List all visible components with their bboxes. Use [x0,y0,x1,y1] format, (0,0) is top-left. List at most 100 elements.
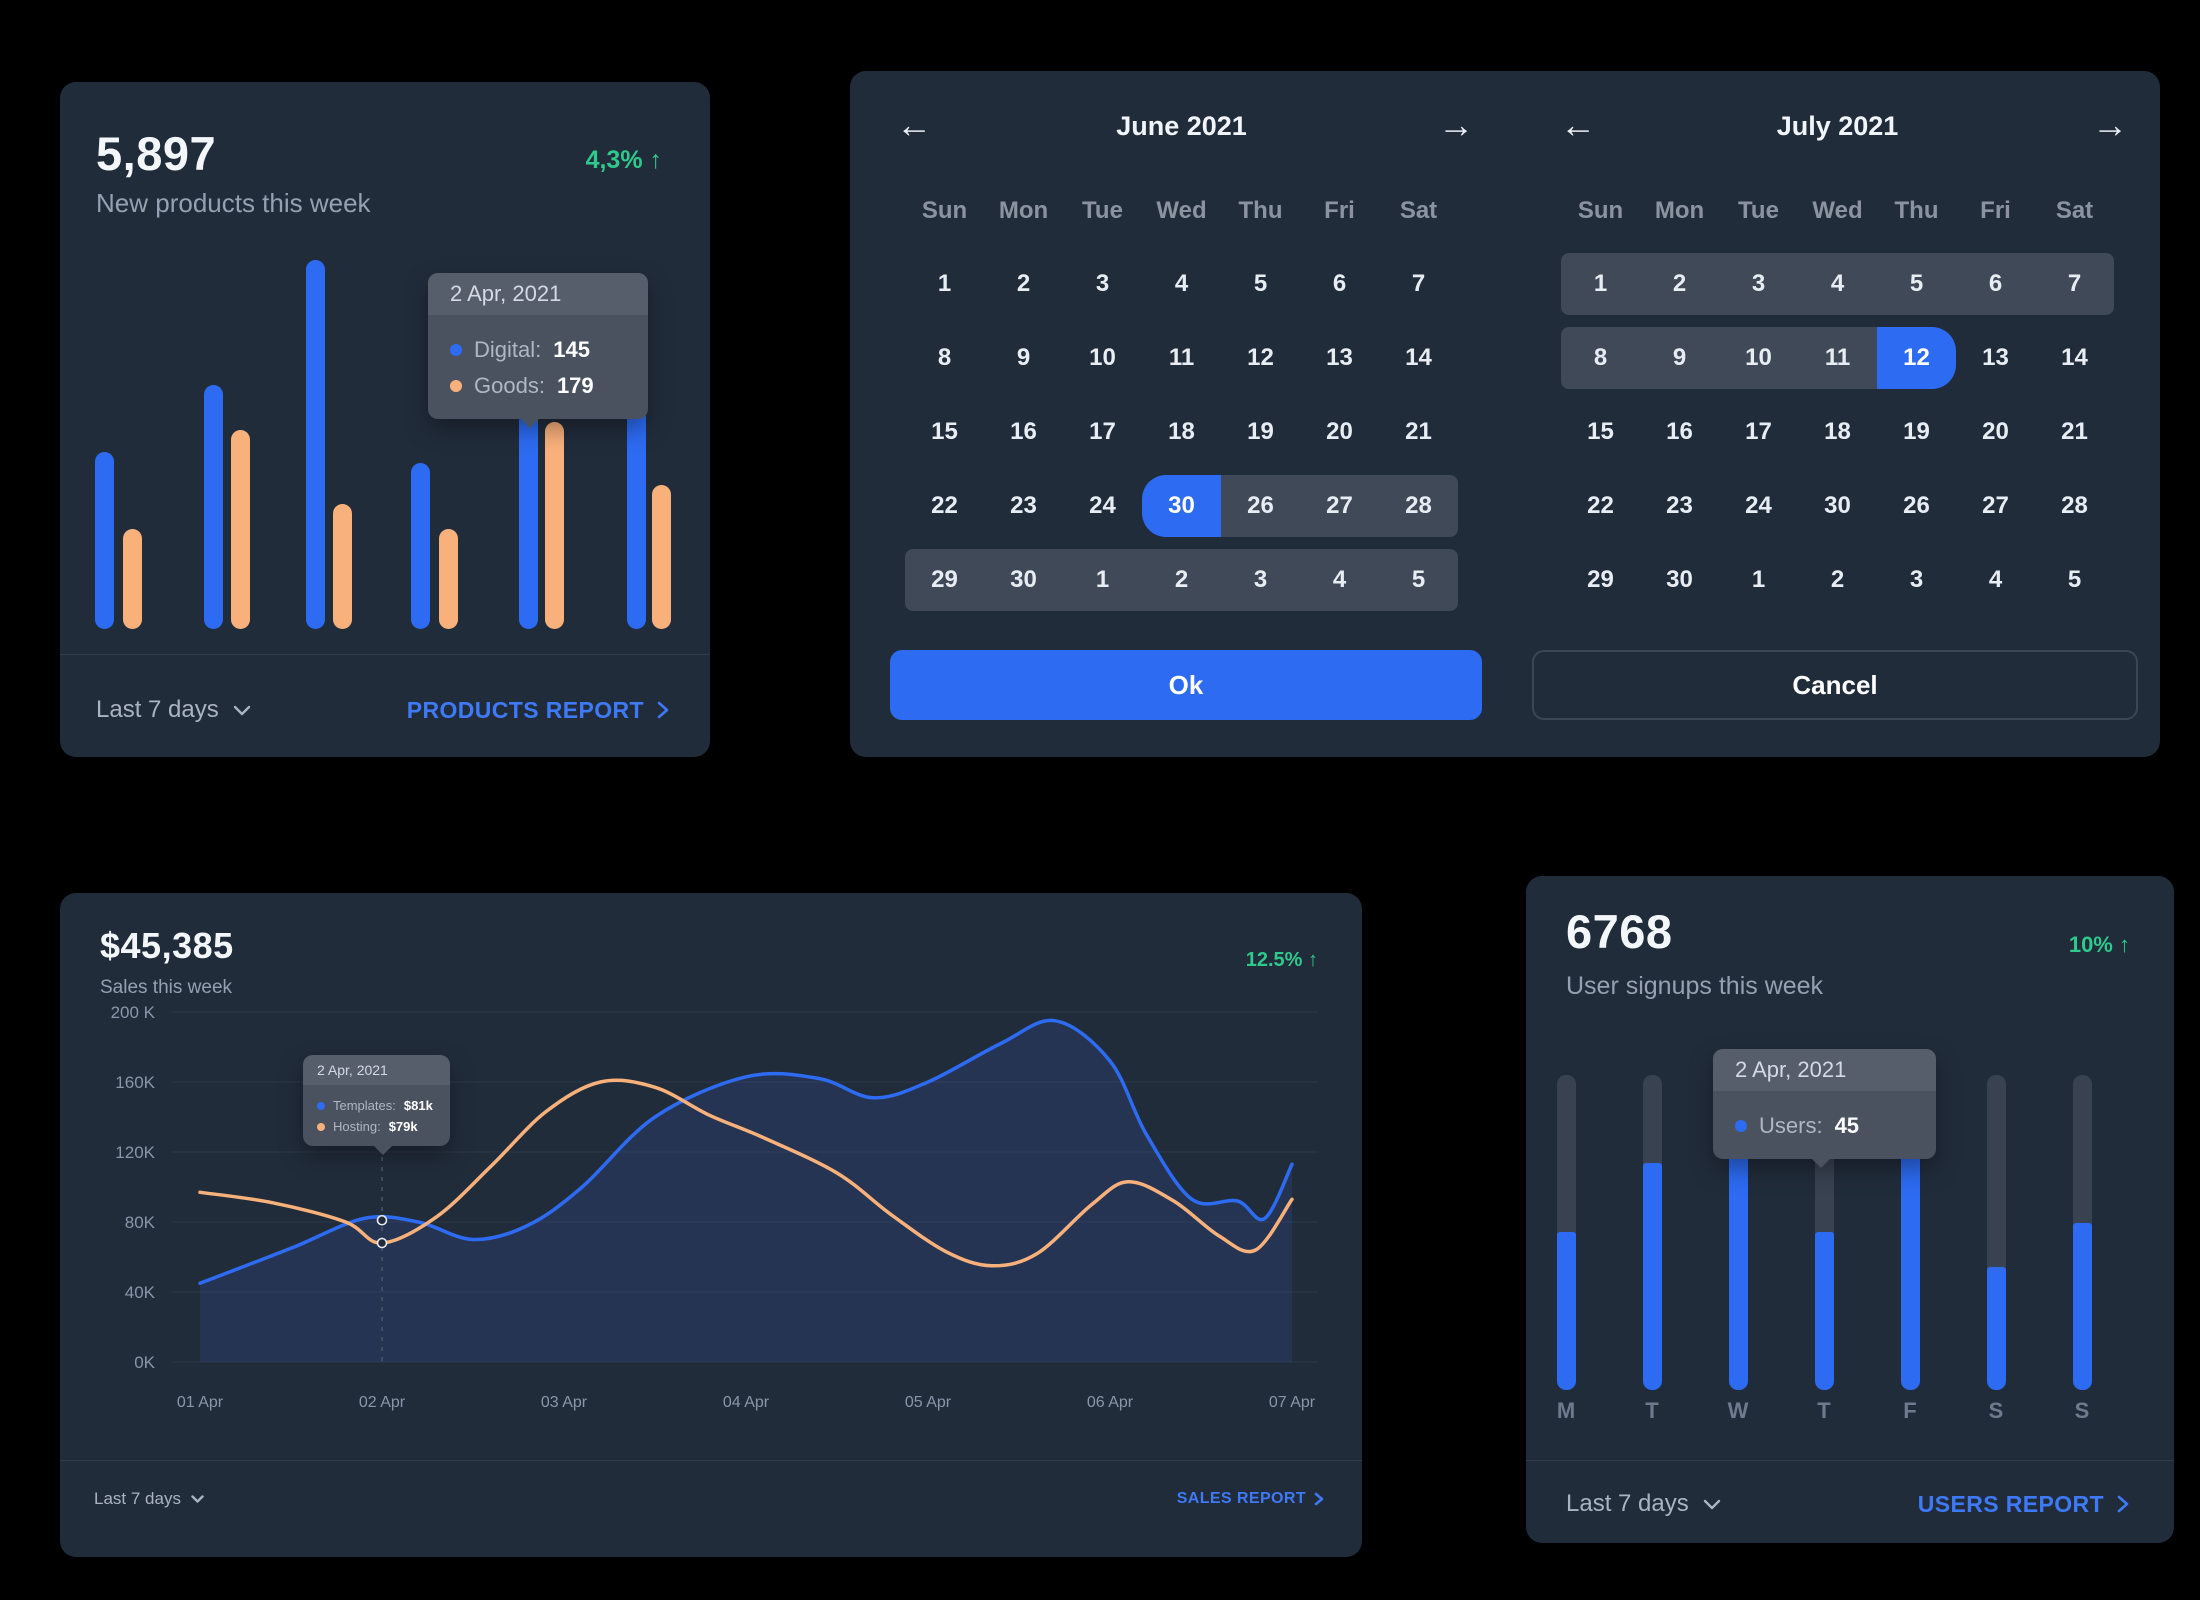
next-month-arrow-icon[interactable]: → [1438,104,1474,145]
calendar-day[interactable]: 5 [1253,270,1268,297]
tooltip-date: 2 Apr, 2021 [428,273,648,315]
tooltip-row: Digital: 145 [450,337,626,363]
divider [60,654,710,655]
calendar-day[interactable]: 23 [1666,492,1693,519]
calendar-day[interactable]: 12 [1877,327,1956,389]
day-label: M [1556,1398,1576,1423]
calendar-day[interactable]: 10 [1719,327,1798,389]
calendar-day[interactable]: 14 [2061,344,2088,371]
calendar-day[interactable]: 26 [1903,492,1930,519]
calendar-day[interactable]: 20 [1982,418,2009,445]
calendar-day[interactable]: 13 [1982,344,2009,371]
calendar-day[interactable]: 2 [1640,253,1719,315]
calendar-day[interactable]: 1 [1751,566,1766,593]
calendar-day[interactable]: 1 [1561,253,1640,315]
prev-month-arrow-icon[interactable]: ← [896,104,932,145]
calendar-day[interactable]: 13 [1326,344,1353,371]
calendar-day[interactable]: 3 [1095,270,1110,297]
calendar-day[interactable]: 29 [1587,566,1614,593]
sales-line-chart: 200 K 160K 120K 80K 40K 0K 01 Apr 02 Apr 03 Apr 0… [111,1003,1318,1411]
users-report-link[interactable]: USERS REPORT [1918,1491,2130,1518]
bar-fill [1987,1267,2006,1390]
calendar-day[interactable]: 26 [1221,475,1300,537]
calendar-day[interactable]: 28 [1379,475,1458,537]
calendar-day[interactable]: 3 [1221,549,1300,611]
calendar-day[interactable]: 16 [1666,418,1693,445]
calendar-day[interactable]: 29 [905,549,984,611]
calendar-day[interactable]: 6 [1332,270,1347,297]
calendar-day[interactable]: 8 [1561,327,1640,389]
ok-button[interactable]: Ok [890,650,1482,720]
calendar-day[interactable]: 30 [1666,566,1693,593]
calendar-day[interactable]: 22 [1587,492,1614,519]
calendar-day[interactable]: 7 [2035,253,2114,315]
calendar-day[interactable]: 4 [1798,253,1877,315]
calendar-day[interactable]: 2 [1016,270,1031,297]
calendar-day[interactable]: 7 [1411,270,1426,297]
calendar-day[interactable]: 11 [1168,344,1195,371]
calendar-day[interactable]: 27 [1300,475,1379,537]
calendar-day[interactable]: 5 [1379,549,1458,611]
calendar-day[interactable]: 18 [1824,418,1851,445]
calendar-day[interactable]: 21 [1405,418,1432,445]
calendar-day[interactable]: 5 [1877,253,1956,315]
calendar-day[interactable]: 27 [1982,492,2009,519]
calendar-day[interactable]: 30 [1824,492,1851,519]
calendar-day[interactable]: 12 [1247,344,1274,371]
calendar-day[interactable]: 5 [2067,566,2082,593]
products-range-dropdown[interactable]: Last 7 days [96,696,251,724]
calendar-day[interactable]: 9 [1016,344,1031,371]
calendar-day[interactable]: 3 [1909,566,1924,593]
calendar-day[interactable]: 3 [1719,253,1798,315]
calendar-day[interactable]: 28 [2061,492,2088,519]
calendar-day[interactable]: 11 [1798,327,1877,389]
cancel-button[interactable]: Cancel [1532,650,2138,720]
sales-report-link[interactable]: SALES REPORT [1177,1490,1324,1508]
calendar-day[interactable]: 20 [1326,418,1353,445]
calendar-day[interactable]: 15 [1587,418,1614,445]
calendar-day[interactable]: 10 [1089,344,1116,371]
calendar-day[interactable]: 1 [1063,549,1142,611]
calendar-day[interactable]: 17 [1089,418,1116,445]
calendar-day[interactable]: 2 [1142,549,1221,611]
calendar-day[interactable]: 18 [1168,418,1195,445]
sales-range-dropdown[interactable]: Last 7 days [94,1489,204,1509]
arrow-up-icon: ↑ [2119,932,2130,957]
calendar-day[interactable]: 24 [1745,492,1772,519]
sales-value: $45,385 [100,925,234,966]
tooltip-pointer-icon [1811,1158,1831,1168]
calendar-day[interactable]: 16 [1010,418,1037,445]
calendar-day[interactable]: 4 [1988,566,2003,593]
calendar-day[interactable]: 19 [1903,418,1930,445]
calendar-day[interactable]: 30 [984,549,1063,611]
products-report-link[interactable]: PRODUCTS REPORT [407,697,670,724]
calendar-day[interactable]: 23 [1010,492,1037,519]
calendar-day[interactable]: 30 [1142,475,1221,537]
calendar-day[interactable]: 14 [1405,344,1432,371]
calendar-day[interactable]: 8 [937,344,952,371]
calendar-day[interactable]: 24 [1089,492,1116,519]
calendar-day[interactable]: 22 [931,492,958,519]
prev-month-arrow-icon[interactable]: ← [1560,104,1596,145]
x-axis-label: 06 Apr [1087,1394,1134,1411]
next-month-arrow-icon[interactable]: → [2092,104,2128,145]
calendar-day[interactable]: 9 [1640,327,1719,389]
calendar-day[interactable]: 6 [1956,253,2035,315]
users-range-dropdown[interactable]: Last 7 days [1566,1490,1721,1518]
calendar-day[interactable]: 4 [1300,549,1379,611]
tooltip-row: Goods: 179 [450,373,626,399]
tooltip-date: 2 Apr, 2021 [303,1055,450,1085]
divider [60,1460,1362,1461]
calendar-day[interactable]: 1 [937,270,952,297]
tooltip-pointer-icon [373,1145,393,1155]
y-axis-label: 200 K [111,1003,156,1022]
users-card: 6768 User signups this week 10% ↑ M T W T F S… [1526,876,2174,1543]
products-tooltip: 2 Apr, 2021 Digital: 145 Goods: 179 [428,273,648,428]
chevron-right-icon [657,701,669,719]
calendar-day[interactable]: 17 [1745,418,1772,445]
calendar-day[interactable]: 19 [1247,418,1274,445]
calendar-day[interactable]: 2 [1830,566,1845,593]
calendar-day[interactable]: 4 [1174,270,1189,297]
calendar-day[interactable]: 21 [2061,418,2088,445]
calendar-day[interactable]: 15 [931,418,958,445]
